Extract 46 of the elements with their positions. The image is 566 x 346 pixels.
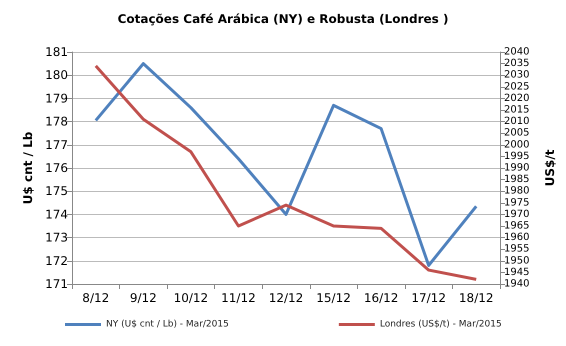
- x-tick-label: 9/12: [130, 291, 157, 305]
- y-tick-label: 181: [45, 45, 68, 59]
- y-tick-label: 179: [45, 91, 68, 106]
- y2-tick-label: 1965: [504, 220, 530, 232]
- x-tick-label: 16/12: [364, 291, 398, 305]
- y2-tick-label: 2025: [504, 81, 530, 92]
- y2-tick-label: 2035: [504, 58, 530, 70]
- y2-tick-label: 1970: [504, 208, 530, 220]
- y-tick-label: 174: [45, 207, 68, 222]
- y-tick-label: 171: [45, 277, 68, 291]
- x-tick-label: 11/12: [221, 291, 256, 305]
- y-tick-label: 175: [45, 184, 68, 198]
- y2-tick-label: 1980: [504, 186, 530, 197]
- legend-label: Londres (US$/t) - Mar/2015: [380, 320, 502, 330]
- x-tick-label: 10/12: [174, 291, 208, 305]
- y-tick-label: 177: [45, 138, 68, 152]
- y2-tick-label: 1990: [504, 162, 530, 174]
- legend-label: NY (U$ cnt / Lb) - Mar/2015: [106, 320, 229, 330]
- x-tick-label: 8/12: [82, 291, 110, 305]
- y2-tick-label: 1995: [504, 150, 530, 162]
- y2-tick-label: 2015: [504, 104, 530, 116]
- y-axis-title: U$ cnt / Lb: [21, 131, 36, 204]
- x-tick-label: 18/12: [458, 291, 494, 305]
- y2-tick-label: 1940: [504, 278, 530, 290]
- y2-tick-label: 1945: [504, 266, 530, 278]
- y2-tick-label: 2030: [504, 70, 530, 81]
- x-tick-label: 15/12: [316, 291, 351, 305]
- y-tick-label: 178: [45, 114, 68, 129]
- y2-tick-label: 2000: [504, 139, 530, 150]
- y2-tick-label: 2010: [504, 116, 530, 128]
- chart-title: Cotações Café Arábica (NY) e Robusta (Londres ): [118, 12, 448, 26]
- y2-tick-label: 2040: [504, 46, 530, 58]
- y-tick-label: 180: [45, 68, 68, 82]
- x-tick-label: 12/12: [268, 291, 304, 305]
- y-tick-label: 173: [45, 230, 68, 245]
- y2-tick-label: 2005: [504, 128, 530, 139]
- y2-tick-label: 1960: [504, 232, 530, 244]
- y2-tick-label: 2020: [504, 92, 530, 104]
- y2-tick-label: 1985: [504, 174, 530, 186]
- y-tick-label: 172: [45, 254, 68, 268]
- y2-tick-label: 1975: [504, 197, 530, 208]
- y-tick-label: 176: [45, 161, 68, 175]
- y2-axis-title: US$/t: [543, 149, 557, 186]
- y2-tick-label: 1950: [504, 255, 530, 266]
- y2-tick-label: 1955: [504, 244, 530, 255]
- x-tick-label: 17/12: [411, 291, 446, 305]
